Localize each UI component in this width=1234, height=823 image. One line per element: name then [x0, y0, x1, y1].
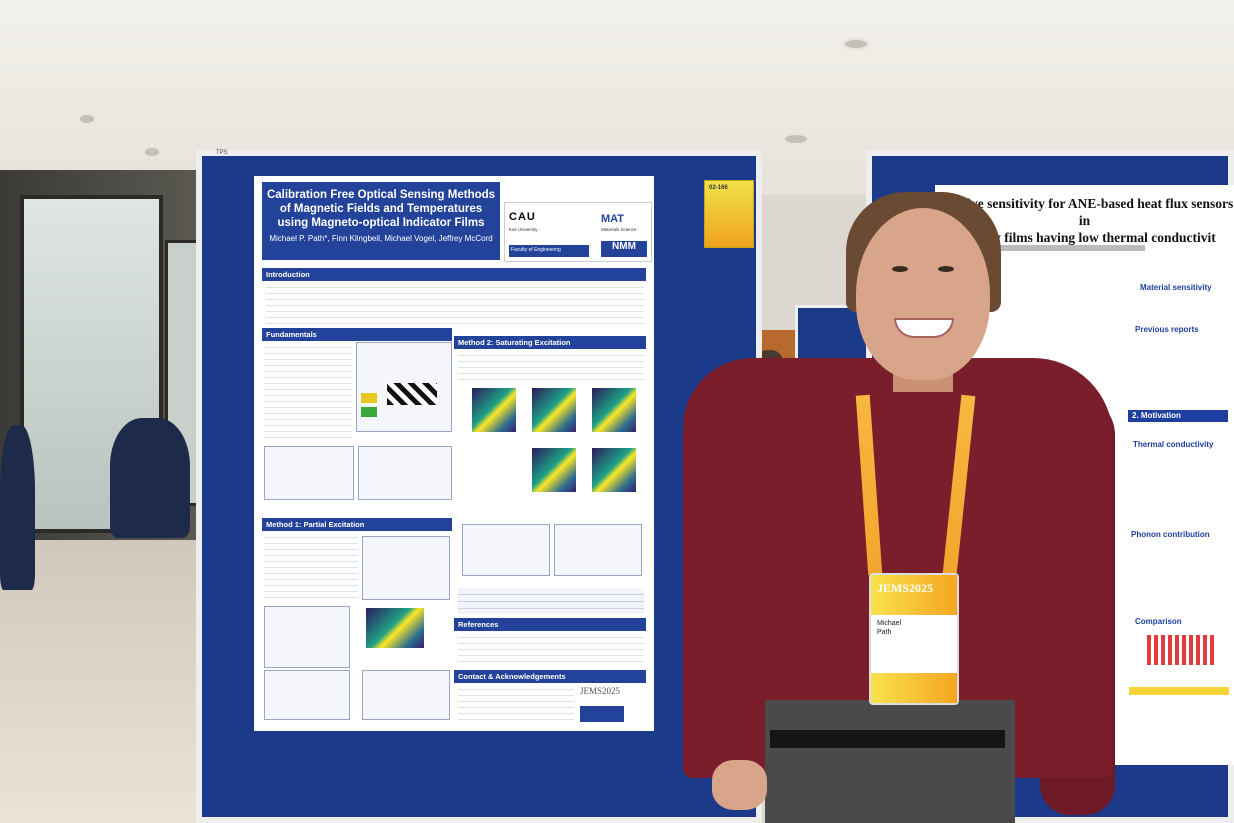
- section-phonon: Phonon contribution: [1131, 530, 1210, 539]
- lock-in-box: [361, 393, 377, 403]
- references-text: [458, 632, 644, 666]
- mat-logo: MAT: [601, 213, 625, 225]
- section-contact: Contact & Acknowledgements: [454, 670, 646, 683]
- ceiling-light: [785, 135, 807, 143]
- section-motivation: 2. Motivation: [1128, 410, 1228, 422]
- institution-logos: CAU Kiel University Faculty of Engineeri…: [504, 202, 652, 262]
- method1-noise-plot: [362, 670, 450, 720]
- sample-stripes: [387, 383, 437, 405]
- method1-plot-b: [264, 606, 350, 668]
- poster-right-title-line1: negative sensitivity for ANE-based heat …: [935, 196, 1234, 228]
- section-comparison: Comparison: [1135, 617, 1182, 626]
- section-method1: Method 1: Partial Excitation: [262, 518, 452, 531]
- fundamentals-text: [264, 342, 352, 442]
- heatmap-d: [532, 448, 576, 492]
- cocktail-table: [0, 425, 35, 590]
- method1-plot-c: [264, 670, 350, 720]
- section-thermal-conductivity: Thermal conductivity: [1133, 440, 1214, 449]
- poster-title-block: Calibration Free Optical Sensing Methods…: [262, 182, 500, 260]
- setup-diagram: [356, 342, 452, 432]
- introduction-text: [266, 282, 644, 324]
- section-material-sensitivity: Material sensitivity: [1140, 283, 1212, 292]
- method2-plot-temperature: [462, 524, 550, 576]
- poster-authors: Michael P. Path*, Finn Klingbeil, Michae…: [269, 234, 493, 243]
- person-eye-left: [892, 266, 908, 272]
- badge-header: JEMS2025: [871, 575, 957, 615]
- method1-text: [264, 532, 358, 602]
- method1-heatmap: [366, 608, 424, 648]
- ceiling-light: [845, 40, 867, 48]
- person-belt: [770, 730, 1005, 748]
- method2-plot-field: [554, 524, 642, 576]
- cau-subtitle: Kiel University: [509, 227, 538, 232]
- person-face: [856, 208, 990, 380]
- person-hand: [712, 760, 767, 810]
- nmm-logo: NMM: [601, 241, 647, 257]
- badge-first-name: Michael: [877, 620, 902, 627]
- board-tag: TPS: [216, 150, 228, 156]
- section-method2: Method 2: Saturating Excitation: [454, 336, 646, 349]
- poster-title: Calibration Free Optical Sensing Methods…: [266, 189, 496, 229]
- person-smile: [894, 318, 954, 338]
- badge-last-name: Path: [877, 629, 892, 636]
- current-box: [361, 407, 377, 417]
- ceiling-light: [145, 148, 159, 156]
- results-table: [458, 588, 644, 614]
- section-previous-reports: Previous reports: [1135, 325, 1199, 334]
- cocktail-table: [110, 418, 190, 538]
- method1-plot-a: [362, 536, 450, 600]
- section-introduction: Introduction: [262, 268, 646, 281]
- highlight-box: [1129, 687, 1229, 695]
- name-badge: JEMS2025 Michael Path: [869, 573, 959, 705]
- person-eye-right: [938, 266, 954, 272]
- poster-right-title-line2: Co alloy films having low thermal conduc…: [953, 230, 1216, 245]
- poster-right-affiliations: [945, 245, 1145, 251]
- heatmap-e: [592, 448, 636, 492]
- mat-subtitle: Materials Science: [601, 227, 637, 232]
- hysteresis-plot: [264, 446, 354, 500]
- person-pants: [765, 700, 1015, 823]
- heatmap-a: [472, 388, 516, 432]
- heatmap-b: [532, 388, 576, 432]
- poster-right-title: negative sensitivity for ANE-based heat …: [935, 195, 1234, 246]
- cau-logo: CAU: [509, 211, 536, 223]
- poster-main: Calibration Free Optical Sensing Methods…: [254, 176, 654, 731]
- poster-number-sticker: 02-166: [704, 180, 754, 248]
- comparison-bar-chart: [1147, 635, 1217, 665]
- faculty-bar: Faculty of Engineering: [509, 245, 589, 257]
- method2-text: [458, 350, 644, 382]
- signal-plot: [358, 446, 452, 500]
- badge-name: Michael Path: [871, 615, 957, 641]
- heatmap-c: [592, 388, 636, 432]
- dfg-logo: [580, 706, 624, 722]
- badge-logo: JEMS2025: [877, 581, 934, 595]
- poster-number: 02-166: [709, 185, 728, 191]
- contact-text: [458, 684, 574, 722]
- section-references: References: [454, 618, 646, 631]
- badge-footer: [871, 673, 957, 703]
- jems-logo: JEMS2025: [580, 686, 621, 696]
- section-fundamentals: Fundamentals: [262, 328, 452, 341]
- ceiling-light: [80, 115, 94, 123]
